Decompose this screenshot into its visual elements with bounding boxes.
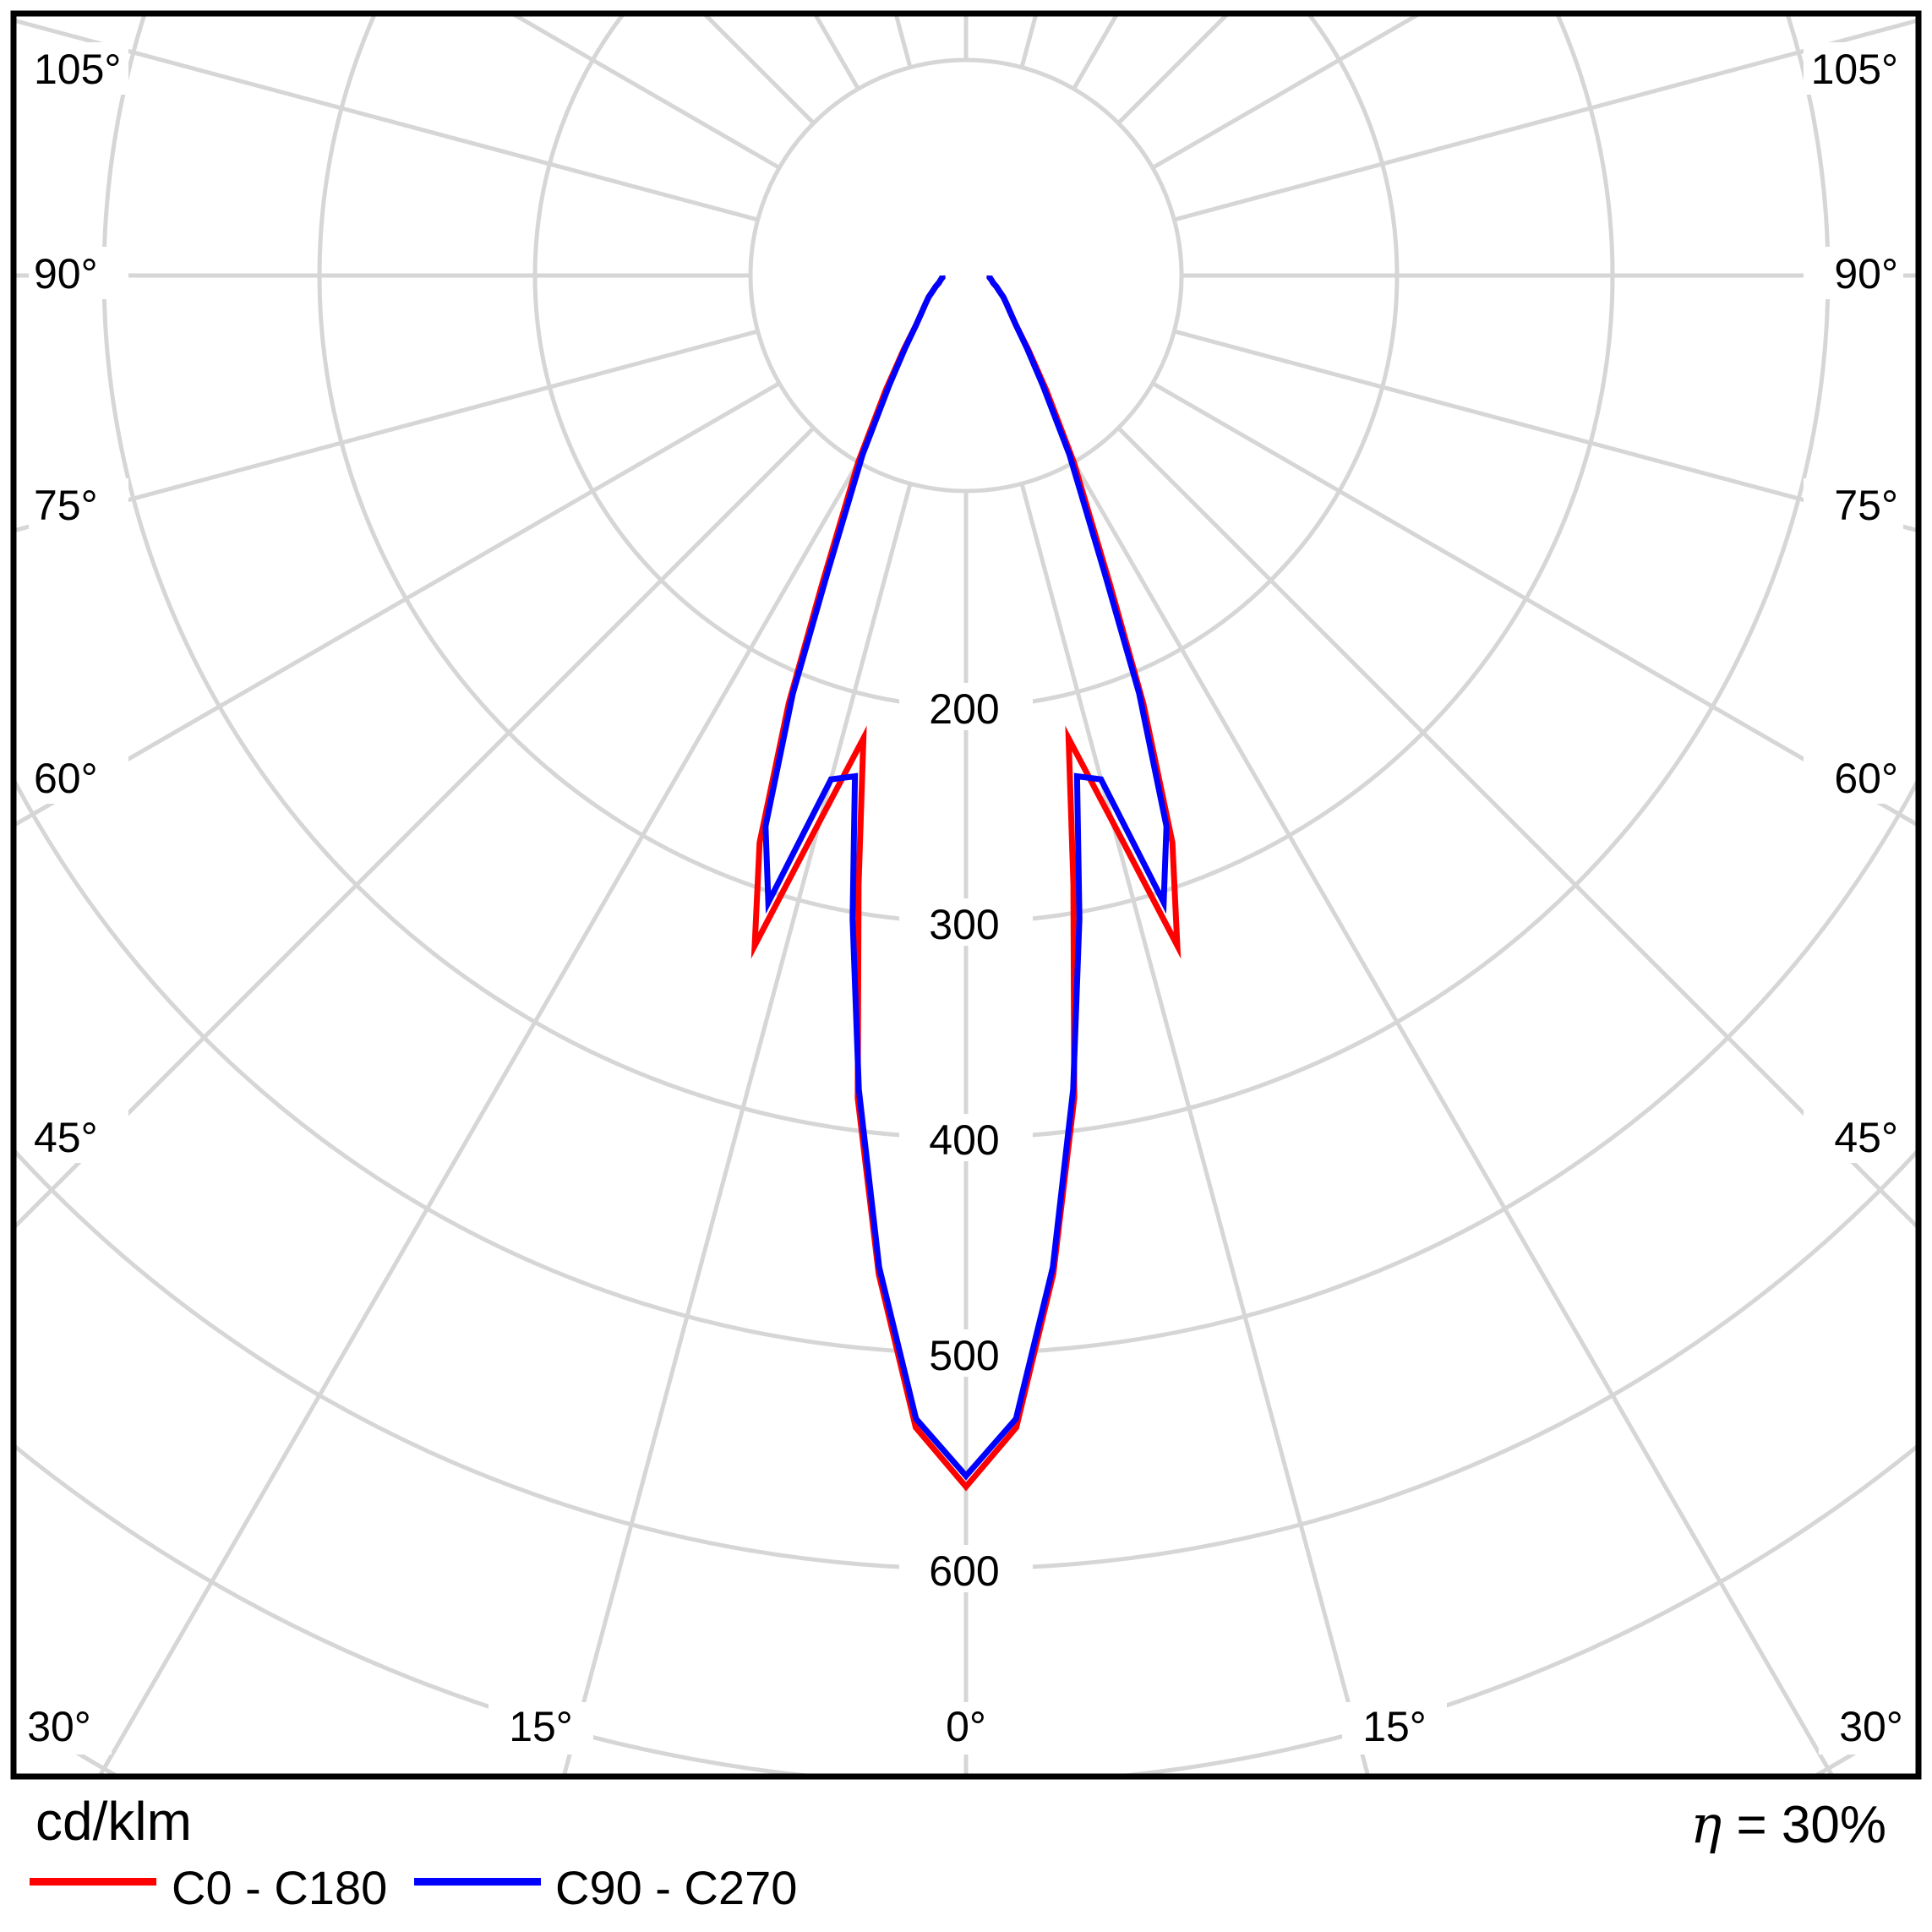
grid-ray-315deg <box>16 426 816 1229</box>
legend-swatch-c90 <box>414 1878 541 1886</box>
grid-ray-255deg <box>16 19 759 222</box>
grid-ray-15deg <box>1019 483 1370 1774</box>
radius-label-400: 400 <box>929 1116 999 1164</box>
grid-ray-165deg <box>1019 16 1038 68</box>
angle-label-bottom-0-30°: 30° <box>27 1703 91 1750</box>
grid-ray-60deg <box>1151 381 1916 827</box>
grid-circle-100 <box>748 57 1184 494</box>
angle-label-bottom-1-15°: 15° <box>509 1703 573 1750</box>
curve-c90-c270 <box>762 275 1170 1481</box>
radius-label-500: 500 <box>929 1332 999 1379</box>
angle-label-bottom-3-15°: 15° <box>1362 1703 1427 1750</box>
radius-label-200: 200 <box>929 685 999 733</box>
grid-ray-45deg <box>1116 426 1916 1229</box>
angle-label-right-105°: 105° <box>1811 46 1898 93</box>
intensity-curves <box>750 275 1182 1492</box>
unit-label: cd/klm <box>35 1791 192 1852</box>
angle-label-left-90°: 90° <box>34 250 98 297</box>
grid-ray-105deg <box>1173 19 1916 222</box>
label-gaps <box>7 42 1924 1755</box>
angle-label-right-45°: 45° <box>1834 1114 1898 1161</box>
grid-ray-330deg <box>98 461 860 1774</box>
angle-label-right-75°: 75° <box>1834 482 1898 529</box>
angle-label-left-45°: 45° <box>34 1114 98 1161</box>
angle-label-right-60°: 60° <box>1834 755 1898 802</box>
angle-label-bottom-2-0°: 0° <box>946 1703 986 1750</box>
legend-label-c0: C0 - C180 <box>172 1861 388 1914</box>
grid-ray-300deg <box>16 381 781 827</box>
grid-ray-345deg <box>562 483 913 1774</box>
efficiency-label: η = 30% <box>1690 1798 1886 1852</box>
grid-ray-30deg <box>1072 461 1834 1774</box>
legend-label-c90: C90 - C270 <box>555 1861 798 1914</box>
legend-swatch-c0 <box>30 1878 156 1886</box>
grid-ray-285deg <box>16 329 759 532</box>
angle-label-left-105°: 105° <box>34 46 121 93</box>
axis-labels: 200 300 400 500 600 105° 90° 75° 60° 45° 105° 90° 75… <box>27 46 1903 1750</box>
angle-label-bottom-4-30°: 30° <box>1839 1703 1903 1750</box>
radius-label-600: 600 <box>929 1547 999 1595</box>
grid-ray-75deg <box>1173 329 1916 532</box>
angle-label-right-90°: 90° <box>1834 250 1898 297</box>
radius-label-300: 300 <box>929 901 999 948</box>
chart-frame <box>10 10 1922 1780</box>
grid-ray-195deg <box>894 16 913 68</box>
angle-label-left-60°: 60° <box>34 755 98 802</box>
angle-label-left-75°: 75° <box>34 482 98 529</box>
eta-value: = 30% <box>1722 1796 1886 1854</box>
eta-symbol: η <box>1690 1793 1722 1855</box>
